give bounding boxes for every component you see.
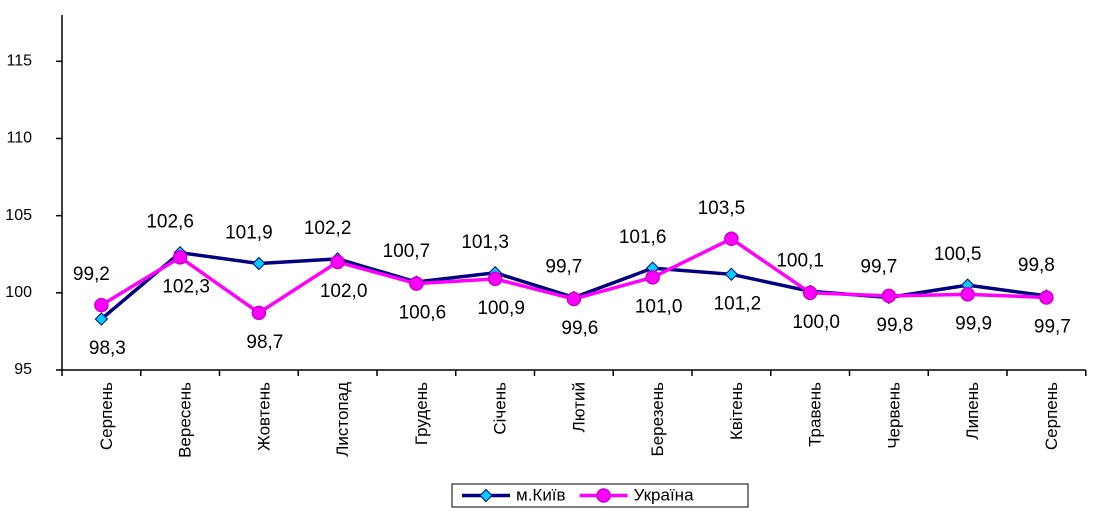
y-tick-label: 105 xyxy=(5,207,32,224)
data-label: 102,0 xyxy=(320,281,368,302)
marker xyxy=(724,267,739,282)
marker xyxy=(94,297,109,313)
marker xyxy=(960,287,975,302)
legend-label: м.Київ xyxy=(516,485,566,504)
data-label: 99,8 xyxy=(876,315,913,336)
data-label: 100,7 xyxy=(383,241,431,262)
x-tick-label: Квітень xyxy=(727,382,746,440)
marker xyxy=(330,254,345,270)
y-tick-label: 110 xyxy=(6,130,32,147)
data-label: 99,7 xyxy=(545,256,582,277)
data-label: 101,6 xyxy=(619,227,667,248)
marker xyxy=(645,270,660,285)
x-tick-label: Серпень xyxy=(1042,382,1061,450)
y-tick-label: 95 xyxy=(14,361,32,378)
data-label: 101,9 xyxy=(225,223,273,244)
data-label: 99,6 xyxy=(561,318,598,339)
data-label: 99,9 xyxy=(955,313,992,334)
marker xyxy=(252,256,266,271)
marker xyxy=(724,231,739,247)
data-label: 102,6 xyxy=(146,212,194,233)
marker xyxy=(566,291,582,307)
x-tick-label: Вересень xyxy=(176,382,195,458)
x-tick-label: Червень xyxy=(884,382,903,449)
x-tick-label: Серпень xyxy=(97,382,116,450)
data-label: 99,8 xyxy=(1018,255,1055,276)
data-label: 100,9 xyxy=(477,298,525,319)
data-label: 101,0 xyxy=(635,296,683,317)
marker xyxy=(94,312,109,326)
x-tick-label: Травень xyxy=(806,382,825,447)
x-tick-label: Грудень xyxy=(412,382,431,445)
data-label: 103,5 xyxy=(698,198,746,219)
data-label: 102,2 xyxy=(304,218,352,239)
y-tick-label: 115 xyxy=(6,53,32,70)
data-label: 100,6 xyxy=(399,303,447,324)
x-tick-label: Березень xyxy=(648,382,667,457)
x-tick-label: Липень xyxy=(963,382,982,440)
marker xyxy=(409,276,424,291)
data-label: 102,3 xyxy=(162,276,210,297)
data-label: 101,2 xyxy=(714,293,762,314)
x-tick-label: Жовтень xyxy=(254,382,273,451)
data-label: 100,1 xyxy=(776,250,824,271)
marker xyxy=(487,271,503,287)
marker xyxy=(1039,290,1054,305)
data-label: 99,2 xyxy=(73,264,110,285)
data-label: 98,7 xyxy=(246,332,283,353)
x-tick-label: Листопад xyxy=(333,382,352,457)
marker xyxy=(172,250,188,265)
data-label: 101,3 xyxy=(461,232,509,253)
marker xyxy=(596,488,611,503)
marker xyxy=(802,285,818,301)
marker xyxy=(251,305,267,321)
x-tick-label: Лютий xyxy=(569,382,588,432)
marker xyxy=(881,288,897,304)
data-label: 99,7 xyxy=(860,256,897,277)
data-label: 100,0 xyxy=(792,312,840,333)
y-tick-label: 100 xyxy=(5,284,32,301)
x-tick-label: Січень xyxy=(491,382,510,435)
legend: м.Київ Україна xyxy=(451,483,749,508)
data-label: 98,3 xyxy=(89,338,126,359)
data-label: 100,5 xyxy=(934,244,982,265)
data-label: 99,7 xyxy=(1034,316,1071,337)
legend-label: Україна xyxy=(634,485,694,504)
marker xyxy=(479,488,493,503)
